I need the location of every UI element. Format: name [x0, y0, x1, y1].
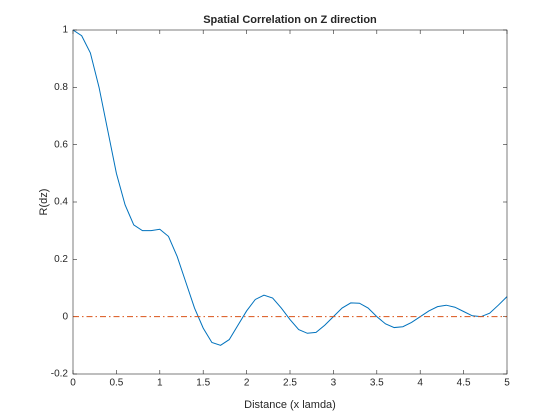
x-tick-label: 4 [417, 378, 423, 389]
y-tick-label: -0.2 [51, 369, 69, 380]
y-tick-label: 0 [62, 311, 68, 322]
y-tick-label: 1 [62, 25, 68, 36]
y-tick-label: 0.4 [54, 197, 68, 208]
x-tick-label: 4.5 [457, 378, 471, 389]
y-tick-label: 0.2 [54, 254, 68, 265]
y-axis-label: R(dz) [38, 189, 50, 216]
axes-box [72, 29, 508, 375]
y-tick-label: 0.8 [54, 82, 68, 93]
data-line [72, 29, 508, 346]
x-tick-label: 1.5 [196, 378, 210, 389]
chart-title: Spatial Correlation on Z direction [203, 14, 377, 26]
x-tick-label: 5 [504, 378, 510, 389]
x-tick-label: 0 [70, 378, 76, 389]
x-tick-label: 2.5 [283, 378, 297, 389]
x-tick-label: 0.5 [109, 378, 123, 389]
x-tick-label: 2 [244, 378, 250, 389]
x-tick-label: 1 [157, 378, 163, 389]
x-tick-label: 3 [331, 378, 337, 389]
y-tick-label: 0.6 [54, 139, 68, 150]
x-axis-label: Distance (x lamda) [244, 399, 336, 411]
x-tick-label: 3.5 [370, 378, 384, 389]
